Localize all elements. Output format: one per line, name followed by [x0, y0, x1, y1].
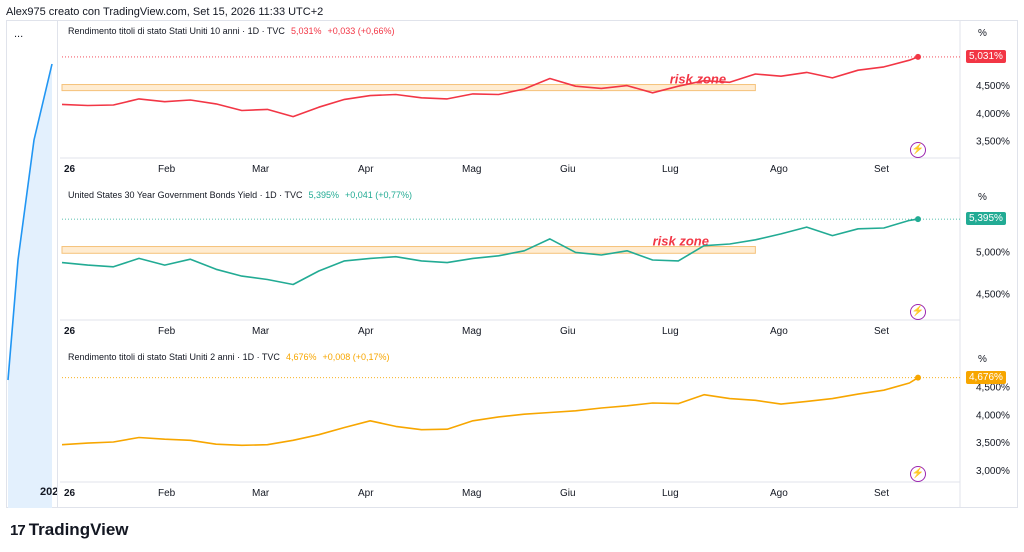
- x-tick-label: Giu: [560, 488, 576, 499]
- left-pane-series-line: [7, 63, 53, 381]
- x-tick-label: Mag: [462, 164, 481, 175]
- x-tick-label: Feb: [158, 326, 176, 337]
- x-tick-label: Lug: [662, 488, 679, 499]
- x-tick-label: 26: [64, 488, 76, 499]
- legend-us10: Rendimento titoli di stato Stati Uniti 1…: [68, 26, 395, 36]
- logo-mark: 17: [10, 521, 26, 539]
- risk-zone-label: risk zone: [653, 234, 709, 249]
- year-label: 202: [40, 486, 58, 498]
- price-tag-us30: 5,395%: [966, 212, 1006, 226]
- attribution-text: Alex975 creato con TradingView.com, Set …: [6, 6, 324, 18]
- more-menu[interactable]: ...: [14, 28, 24, 40]
- x-tick-label: Set: [874, 488, 889, 499]
- x-tick-label: Lug: [662, 326, 679, 337]
- x-tick-label: Apr: [358, 488, 374, 499]
- x-tick-label: Feb: [158, 164, 176, 175]
- y-tick-label: 4,500%: [976, 81, 1010, 92]
- chart-us2: 4,500% 4,000% 3,500% 3,000% 26 Feb Mar Apr Mag Gi…: [60, 346, 1010, 508]
- legend-last-value: 5,395%: [308, 190, 339, 200]
- legend-last-value: 5,031%: [290, 26, 322, 36]
- y-tick-label: 3,500%: [976, 438, 1010, 449]
- price-tag-us2: 4,676%: [966, 370, 1006, 384]
- legend-us30: United States 30 Year Government Bonds Y…: [68, 190, 412, 200]
- panel-us10[interactable]: Rendimento titoli di stato Stati Uniti 1…: [60, 20, 1018, 184]
- x-tick-label: Ago: [770, 164, 788, 175]
- chart-us30: 5,000% 4,500% 26 Feb Mar Apr Mag Giu Lug Ago Set ri…: [60, 184, 1010, 346]
- last-point-marker: [915, 374, 921, 381]
- y-tick-label: 4,500%: [976, 290, 1010, 301]
- y-tick-label: 4,000%: [976, 410, 1010, 421]
- legend-change: +0,008 (+0,17%): [322, 352, 390, 362]
- x-tick-label: Set: [874, 326, 889, 337]
- legend-change: +0,033 (+0,66%): [327, 26, 395, 36]
- left-pane-line: [7, 63, 53, 508]
- chart-us10: 4,500% 4,000% 3,500% 26 Feb Mar Apr Mag Giu Lug Ag…: [60, 20, 1010, 184]
- x-tick-label: Mar: [252, 488, 270, 499]
- unit-label: %: [978, 28, 987, 39]
- x-tick-label: Ago: [770, 326, 788, 337]
- x-tick-label: Giu: [560, 164, 576, 175]
- legend-us2: Rendimento titoli di stato Stati Uniti 2…: [68, 352, 390, 362]
- x-tick-label: Mag: [462, 326, 481, 337]
- x-tick-label: Lug: [662, 164, 679, 175]
- unit-label: %: [978, 354, 987, 365]
- x-tick-label: Mag: [462, 488, 481, 499]
- legend-title: Rendimento titoli di stato Stati Uniti 2…: [68, 352, 280, 362]
- risk-zone-box[interactable]: [61, 84, 756, 92]
- x-tick-label: Apr: [358, 164, 374, 175]
- logo-text: TradingView: [28, 520, 129, 539]
- event-bolt-icon[interactable]: ⚡: [910, 466, 926, 482]
- x-tick-label: 26: [64, 326, 76, 337]
- last-point-marker: [915, 216, 921, 223]
- legend-title: Rendimento titoli di stato Stati Uniti 1…: [68, 26, 285, 36]
- x-tick-label: Ago: [770, 488, 788, 499]
- x-tick-label: Feb: [158, 488, 176, 499]
- legend-last-value: 4,676%: [285, 352, 317, 362]
- y-tick-label: 5,000%: [976, 247, 1010, 258]
- last-point-marker: [915, 53, 921, 60]
- event-bolt-icon[interactable]: ⚡: [910, 304, 926, 320]
- left-pane[interactable]: ... 202: [6, 20, 58, 508]
- chart-frame: [6, 20, 1018, 508]
- y-tick-label: 4,500%: [976, 382, 1010, 393]
- x-tick-label: Set: [874, 164, 889, 175]
- y-tick-label: 3,500%: [976, 136, 1010, 147]
- y-tick-label: 3,000%: [976, 466, 1010, 477]
- series-line[interactable]: [61, 377, 919, 447]
- tradingview-logo[interactable]: 17 TradingView: [10, 520, 129, 540]
- x-tick-label: Apr: [358, 326, 374, 337]
- unit-label: %: [978, 192, 987, 203]
- x-tick-label: Mar: [252, 164, 270, 175]
- legend-title: United States 30 Year Government Bonds Y…: [68, 190, 303, 200]
- panel-us2[interactable]: Rendimento titoli di stato Stati Uniti 2…: [60, 346, 1018, 508]
- legend-change: +0,041 (+0,77%): [345, 190, 413, 200]
- left-pane-area: [8, 64, 52, 508]
- x-tick-label: Giu: [560, 326, 576, 337]
- risk-zone-box[interactable]: [61, 246, 756, 254]
- series-line[interactable]: [61, 56, 919, 118]
- price-tag-us10: 5,031%: [966, 49, 1006, 63]
- panel-us30[interactable]: United States 30 Year Government Bonds Y…: [60, 184, 1018, 346]
- y-tick-label: 4,000%: [976, 109, 1010, 120]
- risk-zone-label: risk zone: [670, 72, 726, 87]
- series-line[interactable]: [61, 218, 919, 286]
- x-tick-label: Mar: [252, 326, 270, 337]
- event-bolt-icon[interactable]: ⚡: [910, 142, 926, 158]
- x-tick-label: 26: [64, 164, 76, 175]
